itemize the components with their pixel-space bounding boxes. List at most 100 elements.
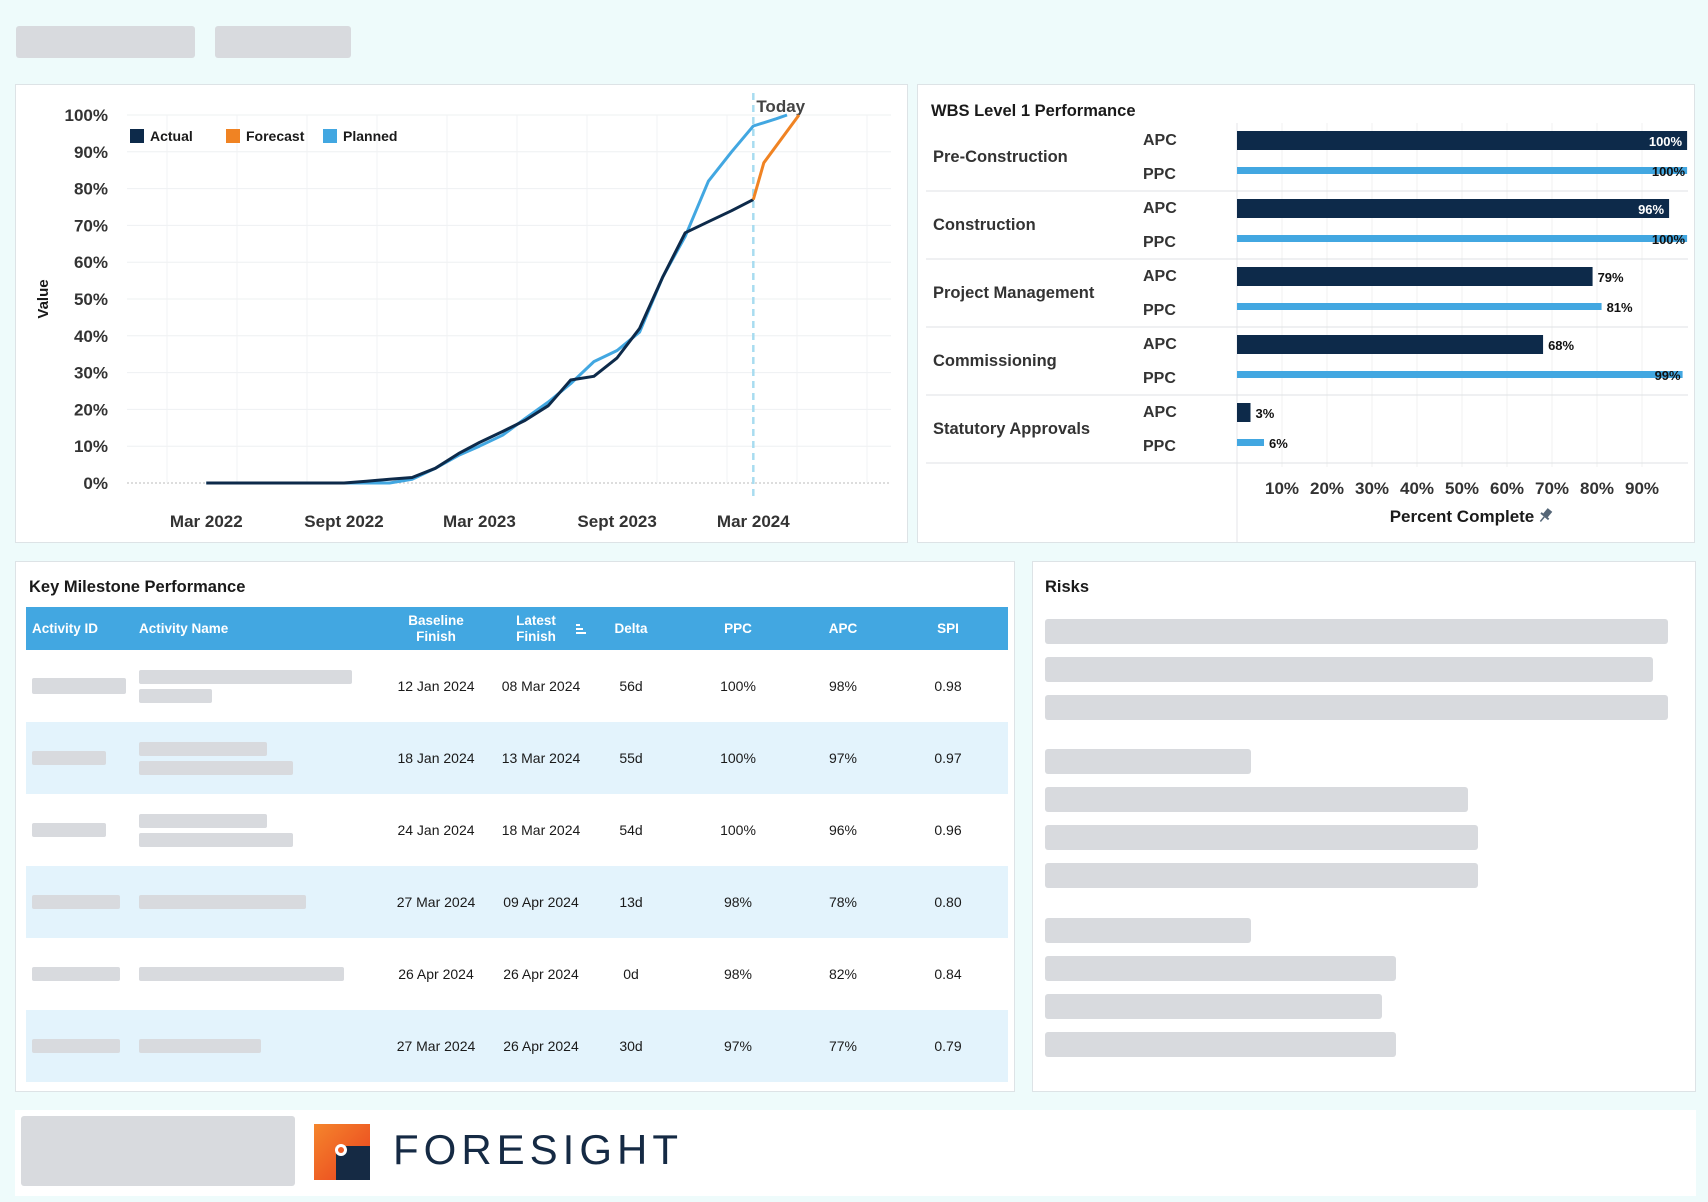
y-tick-label: 80% [74,180,108,199]
apc-label: APC [1143,336,1177,353]
header-delta[interactable]: Delta [614,620,648,636]
table-row[interactable]: 27 Mar 2024 26 Apr 2024 30d 97% 77% 0.79 [26,1010,1008,1082]
risk-placeholder [1045,1032,1396,1057]
table-row[interactable]: 26 Apr 2024 26 Apr 2024 0d 98% 82% 0.84 [26,938,1008,1010]
activity-name-placeholder [139,813,267,828]
cell-delta: 55d [619,750,643,766]
legend-label: Forecast [246,128,305,144]
header-ppc[interactable]: PPC [724,620,752,636]
header-apc[interactable]: APC [828,620,858,636]
risk-placeholder [1045,695,1668,720]
header-latest-finish[interactable]: Latest Finish [481,607,621,650]
table-body: 12 Jan 2024 08 Mar 2024 56d 100% 98% 0.98 18 J… [26,650,1008,1082]
header-baseline-line1: Baseline [408,612,464,628]
header-spi[interactable]: SPI [937,620,959,636]
cell-baseline: 24 Jan 2024 [397,822,475,838]
header-activity-name[interactable]: Activity Name [139,620,229,636]
pin-icon-bar [1540,512,1550,521]
pin-icon-needle [1539,516,1545,522]
risk-placeholder [1045,657,1653,682]
legend-swatch [323,129,337,143]
risk-placeholder [1045,956,1396,981]
group-label: Commissioning [933,352,1057,370]
activity-id-placeholder [32,823,106,837]
risk-placeholder [1045,918,1251,943]
milestone-panel: Key Milestone Performance Activity ID Ac… [15,561,1015,1092]
x-tick-label: 40% [1400,479,1434,498]
table-row[interactable]: 18 Jan 2024 13 Mar 2024 55d 100% 97% 0.97 [26,722,1008,794]
cell-ppc: 98% [723,894,753,910]
sort-icon[interactable] [572,622,586,636]
apc-bar [1237,199,1670,218]
cell-ppc: 100% [720,678,756,694]
group-label: Project Management [933,284,1095,302]
apc-bar [1237,131,1688,150]
x-tick-label: 10% [1265,479,1299,498]
cell-latest: 18 Mar 2024 [501,822,581,838]
activity-name-placeholder [139,669,352,684]
wbs-panel: WBS Level 1 Performance Pre-Construction… [917,84,1695,543]
wbs-bar-chart: Pre-Construction APC PPC 100% 100% Constructi… [926,123,1688,542]
cell-baseline: 27 Mar 2024 [396,1038,476,1054]
apc-bar [1237,335,1544,354]
header-baseline-line2: Finish [416,628,456,644]
ppc-value-label: 100% [1652,232,1686,247]
x-axis-label: Percent Complete [1390,507,1535,526]
activity-id-placeholder [32,1039,120,1053]
series-line-actual [206,198,754,485]
table-row[interactable]: 27 Mar 2024 09 Apr 2024 13d 98% 78% 0.80 [26,866,1008,938]
table-header: Activity ID Activity Name Baseline Finis… [26,607,1008,650]
table-row[interactable]: 24 Jan 2024 18 Mar 2024 54d 100% 96% 0.96 [26,794,1008,866]
table-row[interactable]: 12 Jan 2024 08 Mar 2024 56d 100% 98% 0.98 [26,650,1008,722]
apc-value-label: 79% [1598,270,1624,285]
ppc-bar [1237,235,1688,242]
group-label: Construction [933,216,1036,234]
apc-value-label: 100% [1649,134,1683,149]
top-placeholder-2 [215,26,351,58]
header-activity-id[interactable]: Activity ID [32,620,99,636]
ppc-label: PPC [1143,166,1176,183]
risk-placeholder [1045,749,1251,774]
x-tick-label: Mar 2022 [170,512,243,531]
legend-item-actual: Actual [130,128,193,144]
apc-value-label: 3% [1256,406,1275,421]
cell-delta: 0d [623,966,639,982]
progress-line-chart: 0% 10% 20% 30% 40% 50% 60% 70% 80% 90% 100% Mar 202… [35,93,891,531]
ppc-label: PPC [1143,370,1176,387]
cell-spi: 0.96 [934,822,962,838]
y-tick-label: 0% [83,474,108,493]
cell-latest: 09 Apr 2024 [503,894,579,910]
x-tick-label: 30% [1355,479,1389,498]
ppc-value-label: 81% [1607,300,1633,315]
footer-placeholder [21,1116,295,1186]
y-tick-label: 100% [65,106,108,125]
activity-id-placeholder [32,967,120,981]
today-label: Today [756,97,805,116]
cell-apc: 98% [828,678,858,694]
y-tick-label: 40% [74,327,108,346]
apc-label: APC [1143,200,1177,217]
top-placeholder-1 [16,26,195,58]
cell-ppc: 100% [720,750,756,766]
activity-name-placeholder [139,895,306,909]
legend-swatch [130,129,144,143]
cell-latest: 26 Apr 2024 [503,966,579,982]
cell-latest: 08 Mar 2024 [501,678,581,694]
apc-value-label: 96% [1638,202,1664,217]
cell-baseline: 18 Jan 2024 [397,750,475,766]
x-tick-label: 70% [1535,479,1569,498]
header-latest-text: Latest Finish [516,613,556,645]
ppc-label: PPC [1143,302,1176,319]
pin-icon [1539,508,1553,522]
ppc-bar [1237,371,1683,378]
activity-name-placeholder [139,1039,261,1053]
legend-swatch [226,129,240,143]
apc-bar [1237,403,1251,422]
apc-label: APC [1143,404,1177,421]
header-baseline-finish[interactable]: Baseline Finish [386,607,486,650]
risk-placeholder [1045,619,1668,644]
cell-spi: 0.98 [934,678,962,694]
milestone-title: Key Milestone Performance [29,578,246,596]
group-label: Pre-Construction [933,148,1068,166]
milestone-table: Activity ID Activity Name Baseline Finis… [26,607,1008,1082]
